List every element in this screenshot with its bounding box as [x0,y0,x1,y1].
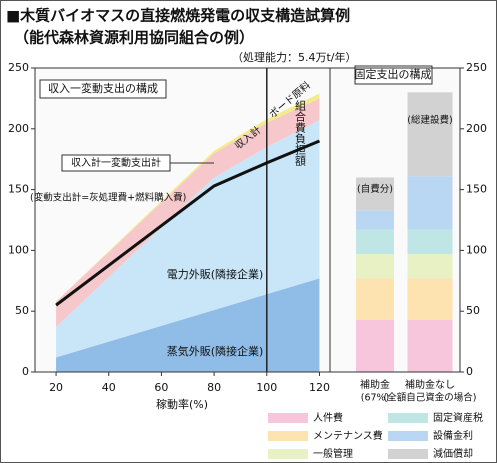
y-tick-label: 250 [8,61,29,74]
y-tick-label: 150 [8,183,29,196]
line [55,139,321,307]
x-tick-note: (全額自己資金の場合) [384,392,477,404]
x-tick-label: 80 [207,381,221,394]
legend-swatch [388,431,428,441]
y2-tick-label: 250 [466,61,487,74]
x-tick-label: 120 [309,381,330,394]
bar-top-label: (自費分) [357,183,393,195]
series-label: 電力外販(隣接企業) [167,267,264,281]
y2-tick-label: 50 [466,304,480,317]
bar-segment [356,177,394,211]
x-tick-label: 補助金なし [405,378,455,391]
x-tick-label: 60 [154,381,168,394]
bar-segment [407,92,453,177]
x-tick-label: 40 [102,381,116,394]
bar-segment [407,176,453,230]
plot-border [34,67,461,373]
x-axis-label: 稼動率(%) [156,397,208,411]
y2-tick-label: 0 [466,365,473,378]
capacity-note: （処理能力：5.4万t/年） [232,50,357,64]
legend-label: 一般管理 [313,447,353,460]
y2-tick-label: 200 [466,122,487,135]
bar-segment [407,254,453,279]
bar-segment [356,229,394,255]
bar-top-label: (総建設費) [407,114,452,126]
chart-subtitle: （能代森林資源利用協同組合の例） [14,29,254,47]
panel-label: 固定支出の構成 [355,67,432,81]
x-tick-label: 20 [49,381,63,394]
x-tick-label: 補助金 [360,378,390,391]
y-tick-label: 0 [22,365,29,378]
y-tick-label: 100 [8,243,29,256]
bar-segment [356,278,394,320]
bar-segment [407,229,453,255]
y-tick-label: 200 [8,122,29,135]
legend-swatch [388,413,428,423]
area [56,120,320,358]
series-label: (変動支出計=灰処理費+燃料購入費) [30,192,186,204]
area [56,98,320,328]
legend-label: 固定資産税 [433,411,483,424]
series-label: 蒸気外販(隣接企業) [167,344,264,358]
y2-tick-label: 100 [466,243,487,256]
chart-title: ■木質バイオマスの直接燃焼発電の収支構造試算例 [6,7,350,25]
label-box [354,65,433,85]
panel-label: 収入一変動支出の構成 [48,81,158,95]
x-tick-label: 100 [256,381,277,394]
legend-swatch [268,431,308,441]
y-tick-label: 50 [15,304,29,317]
bar-segment [407,319,453,372]
line-label: 収入計一変動支出計 [71,156,161,169]
legend-swatch [268,413,308,423]
annotation: 組合費負担額 [294,100,307,167]
x-tick-note: (67%) [361,393,390,404]
legend-label: メンテナンス費 [313,429,383,442]
label-box [39,79,167,99]
legend-label: 減価償却 [433,447,473,460]
bar-segment [356,254,394,279]
legend-label: 設備金利 [433,429,473,442]
y2-tick-label: 150 [466,183,487,196]
legend-swatch [388,449,428,459]
bar-segment [407,278,453,320]
legend-swatch [268,449,308,459]
legend-label: 人件費 [313,411,343,424]
bar-segment [356,210,394,230]
bar-segment [356,319,394,372]
area [56,278,320,372]
